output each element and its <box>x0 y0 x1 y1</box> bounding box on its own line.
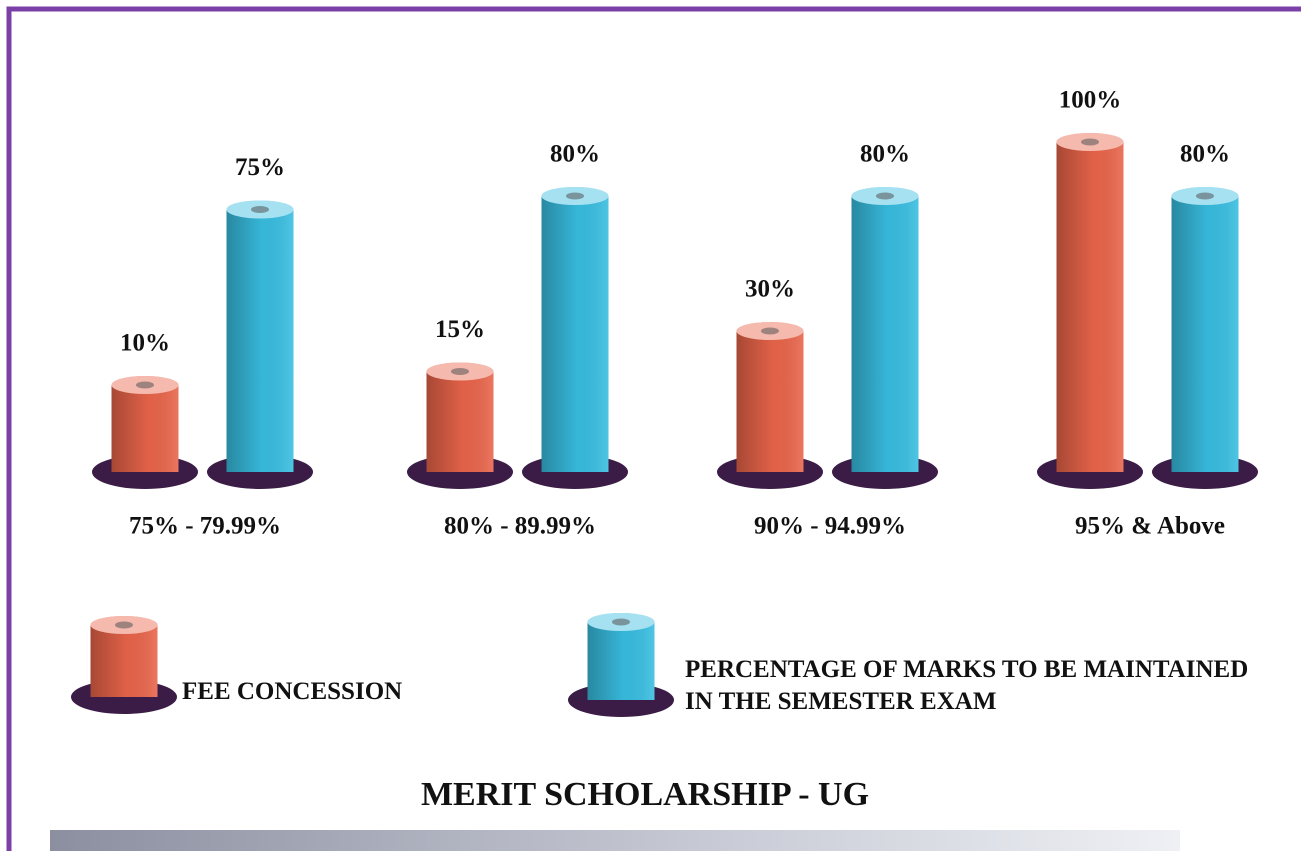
bar-shade <box>851 196 919 472</box>
bar-shade <box>587 622 655 700</box>
bar-hole <box>451 368 469 375</box>
value-label: 80% <box>860 141 910 168</box>
value-label: 80% <box>1180 141 1230 168</box>
bar-hole <box>761 327 779 335</box>
bar-shade <box>736 331 804 472</box>
bar-hole <box>1196 192 1214 200</box>
bar-shade <box>111 385 179 472</box>
x-tick-label: 95% & Above <box>1075 513 1225 540</box>
value-label: 15% <box>435 316 485 343</box>
value-label: 80% <box>550 141 600 168</box>
bar-shade <box>90 625 158 697</box>
x-tick-label: 80% - 89.99% <box>444 513 596 540</box>
legend-label: PERCENTAGE OF MARKS TO BE MAINTAINED IN … <box>685 656 1249 715</box>
value-label: 75% <box>235 154 285 181</box>
legend-label: FEE CONCESSION <box>182 678 403 705</box>
value-label: 30% <box>745 276 795 303</box>
bar-hole <box>612 618 630 626</box>
bar-shade <box>226 209 294 472</box>
footer-bar <box>50 830 1180 851</box>
x-tick-label: 90% - 94.99% <box>754 513 906 540</box>
bar-hole <box>566 192 584 200</box>
bar-hole <box>876 192 894 200</box>
chart-title: MERIT SCHOLARSHIP - UG <box>421 776 869 813</box>
frame <box>6 6 1301 851</box>
bar-shade <box>1056 142 1124 472</box>
bar-hole <box>115 621 133 629</box>
value-label: 10% <box>120 330 170 357</box>
bar-hole <box>251 206 269 213</box>
bar-shade <box>1171 196 1239 472</box>
x-tick-label: 75% - 79.99% <box>129 513 281 540</box>
bar-hole <box>136 381 154 389</box>
bar-shade <box>541 196 609 472</box>
bar-hole <box>1081 138 1099 146</box>
value-label: 100% <box>1059 87 1122 114</box>
bar-shade <box>426 371 494 472</box>
